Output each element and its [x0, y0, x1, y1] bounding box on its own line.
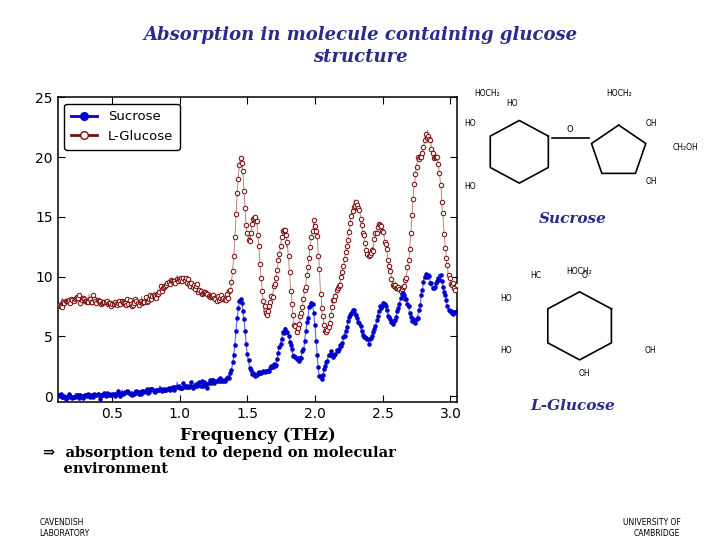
Text: Sucrose: Sucrose — [539, 212, 606, 226]
Text: OH: OH — [645, 119, 657, 129]
Text: UNIVERSITY OF
CAMBRIDGE: UNIVERSITY OF CAMBRIDGE — [623, 518, 680, 538]
Text: HOCH₂: HOCH₂ — [606, 89, 631, 98]
Text: ⇒  absorption tend to depend on molecular
    environment: ⇒ absorption tend to depend on molecular… — [43, 446, 396, 476]
Text: Absorption in molecule containing glucose: Absorption in molecule containing glucos… — [143, 26, 577, 44]
X-axis label: Frequency (THz): Frequency (THz) — [179, 427, 336, 444]
Text: OH: OH — [579, 369, 590, 378]
Text: HO: HO — [464, 119, 475, 129]
Text: HO: HO — [500, 294, 512, 303]
Text: structure: structure — [312, 48, 408, 66]
Text: HO: HO — [506, 98, 518, 107]
Text: HC: HC — [530, 272, 541, 280]
Text: HO: HO — [464, 182, 475, 191]
Text: OH: OH — [645, 346, 657, 355]
Legend: Sucrose, L-Glucose: Sucrose, L-Glucose — [64, 104, 180, 150]
Text: CAVENDISH
LABORATORY: CAVENDISH LABORATORY — [40, 518, 90, 538]
Text: OH: OH — [645, 178, 657, 186]
Text: CH₂OH: CH₂OH — [673, 143, 698, 152]
Text: L-Glucose: L-Glucose — [530, 399, 615, 413]
Text: HOCH₂: HOCH₂ — [567, 267, 593, 276]
Text: O: O — [567, 125, 574, 134]
Text: HOCH₂: HOCH₂ — [474, 89, 500, 98]
Text: HO: HO — [500, 346, 512, 355]
Text: O: O — [582, 272, 588, 280]
